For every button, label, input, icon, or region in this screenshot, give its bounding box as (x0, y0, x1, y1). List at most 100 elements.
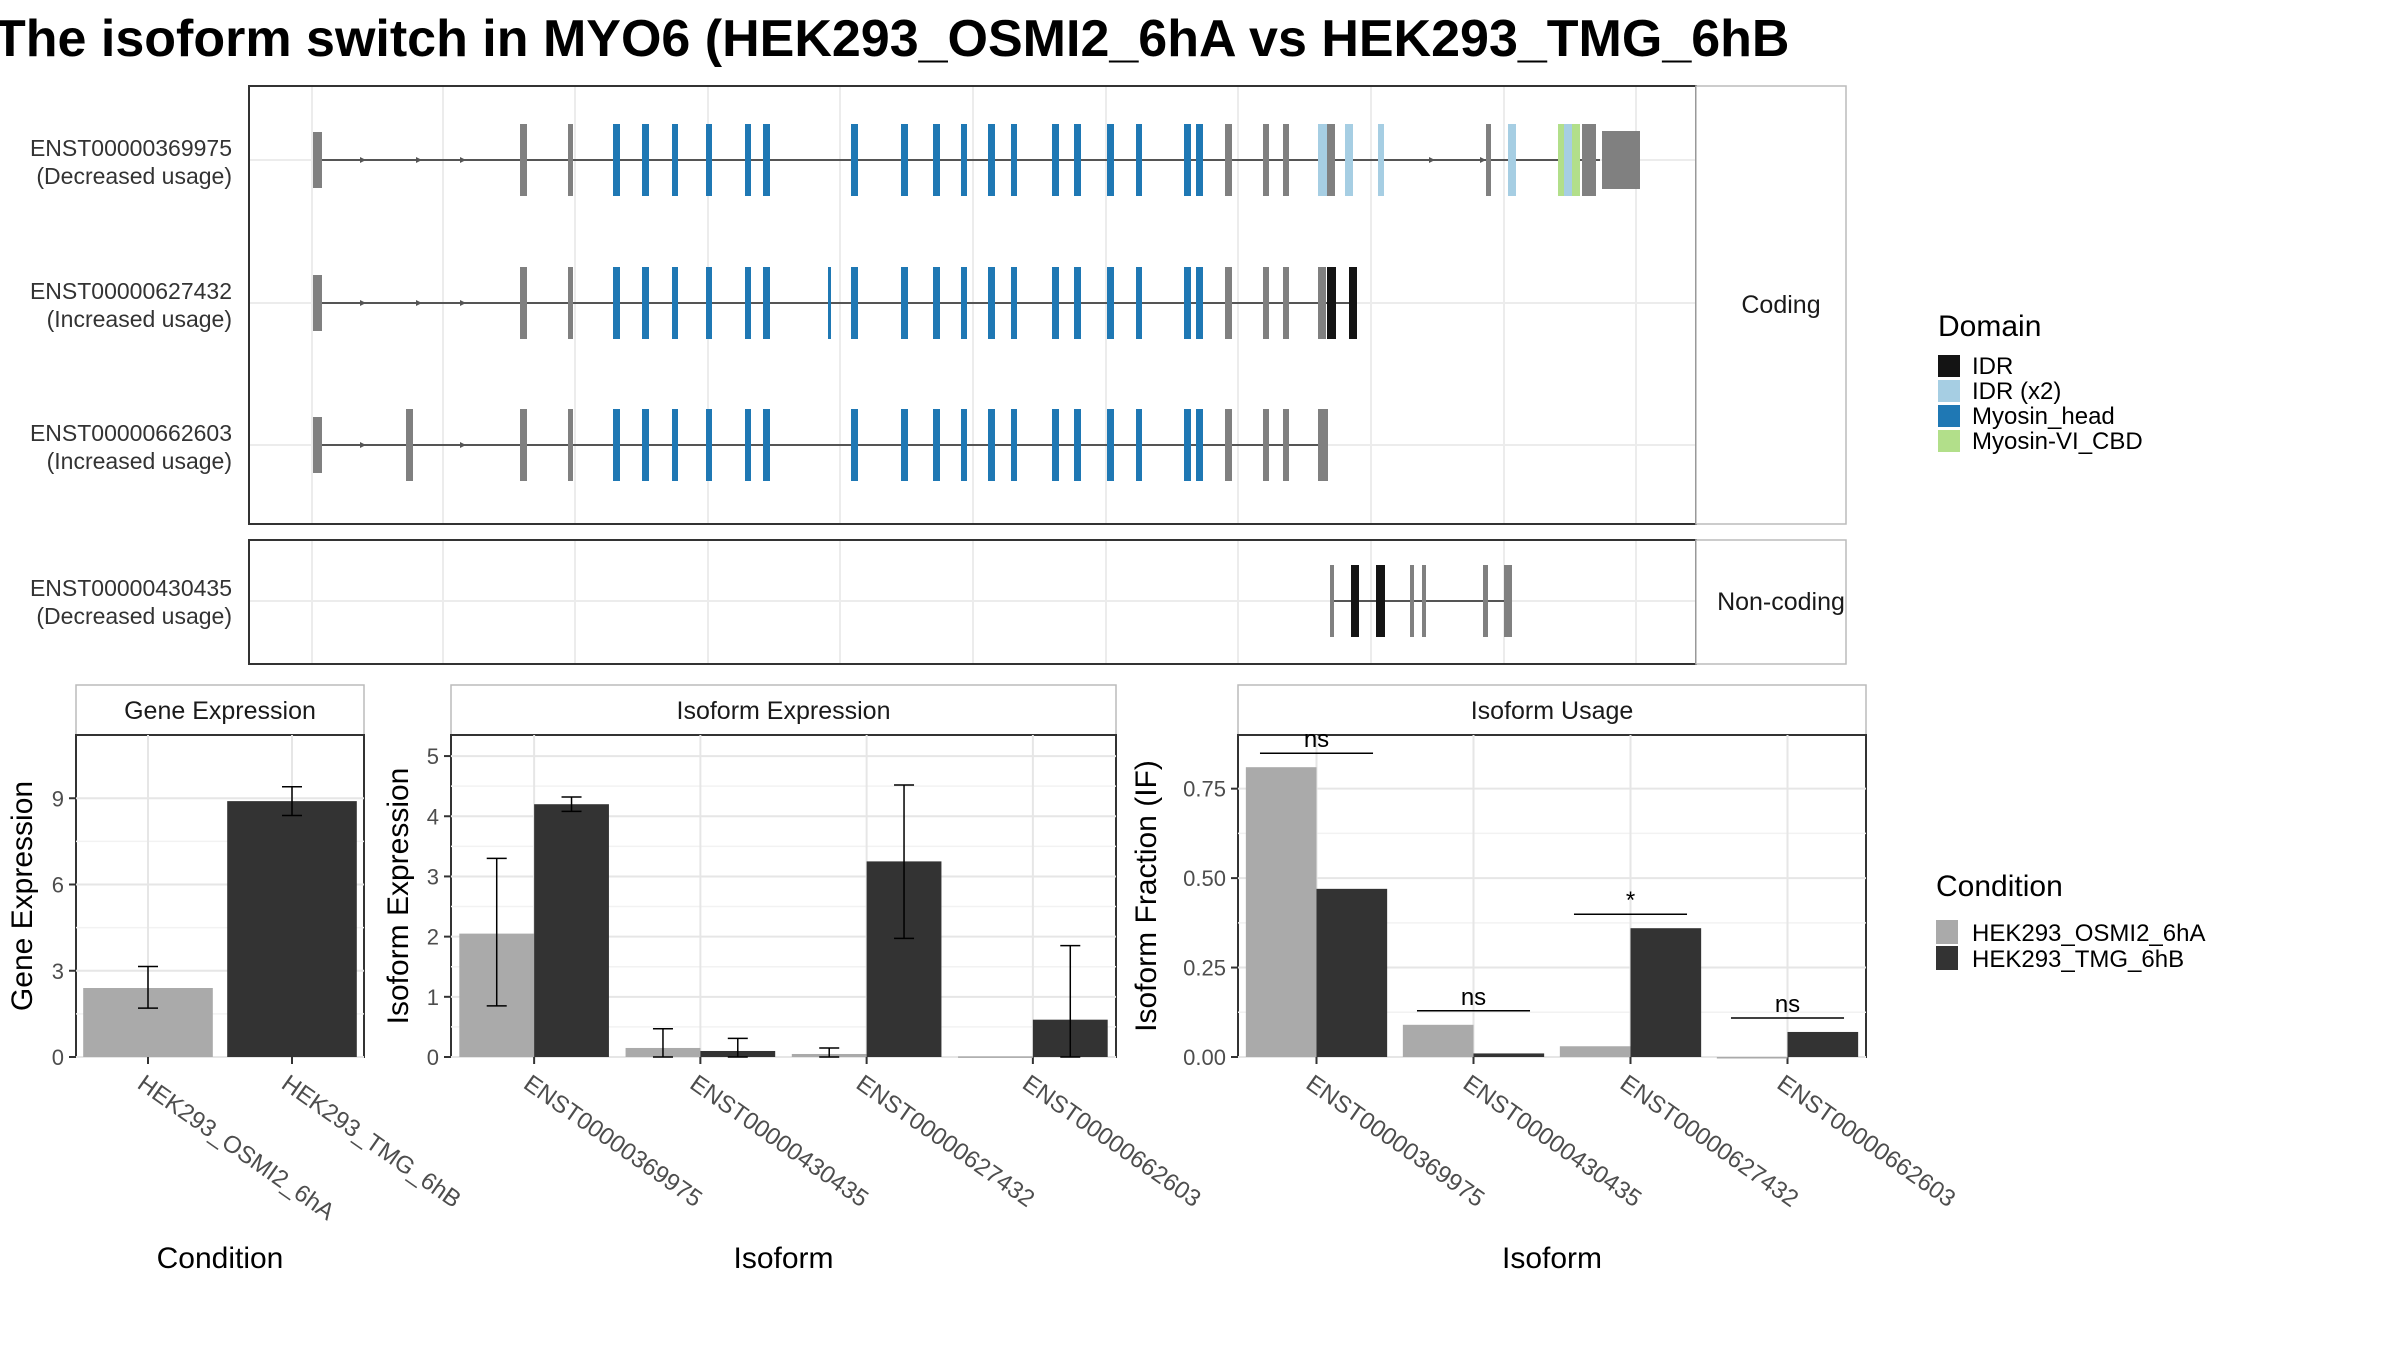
domain-exon (745, 267, 751, 339)
bar (1559, 1046, 1631, 1057)
bar (1630, 928, 1702, 1057)
domain-exon (706, 267, 712, 339)
domain-exon (706, 124, 712, 196)
domain-exon (1074, 409, 1081, 481)
domain-exon (1378, 124, 1384, 196)
bar (958, 1056, 1033, 1058)
coding-strip-label: Coding (1741, 291, 1820, 319)
domain-exon (961, 267, 967, 339)
legend-label: IDR (x2) (1972, 378, 2061, 405)
domain-exon (933, 124, 940, 196)
exon (1327, 124, 1335, 196)
x-tick-label: ENST00000430435 (685, 1070, 873, 1213)
domain-exon (1564, 124, 1572, 196)
condition-legend: Condition HEK293_OSMI2_6hA HEK293_TMG_6h… (1936, 870, 2205, 973)
bar (1316, 888, 1388, 1057)
strand-arrow (360, 300, 366, 306)
domain-exon (1572, 124, 1580, 196)
domain-exon (1052, 267, 1059, 339)
noncoding-strip (1695, 539, 1847, 665)
exon (1486, 124, 1491, 196)
significance-label: * (1626, 887, 1635, 914)
exon (520, 267, 527, 339)
domain-exon (1196, 124, 1203, 196)
exon (1283, 267, 1289, 339)
y-axis-title: Gene Expression (6, 781, 39, 1011)
y-tick-label: 5 (427, 744, 439, 769)
strand-arrow (1480, 157, 1486, 163)
domain-exon (1351, 565, 1359, 637)
domain-exon (763, 124, 770, 196)
bar (1245, 767, 1317, 1057)
domain-exon (672, 409, 678, 481)
exon (1263, 267, 1269, 339)
bar (1402, 1024, 1474, 1057)
significance-label: ns (1775, 991, 1800, 1018)
domain-exon (642, 124, 649, 196)
domain-exon (1107, 124, 1114, 196)
transcript-label-id: ENST00000627432 (30, 278, 232, 304)
exon (1504, 565, 1512, 637)
domain-exon (1184, 267, 1191, 339)
y-tick-label: 0.75 (1183, 777, 1226, 802)
legend-label: Myosin_head (1972, 403, 2115, 430)
x-axis-title: Isoform (733, 1242, 833, 1275)
y-tick-label: 0.50 (1183, 866, 1226, 891)
exon (1318, 409, 1328, 481)
coding-strip (1695, 85, 1847, 525)
x-axis-title: Isoform (1502, 1242, 1602, 1275)
domain-exon (1349, 267, 1357, 339)
legend-swatch-condition-a (1936, 920, 1958, 944)
domain-exon (1196, 409, 1203, 481)
domain-exon (1107, 409, 1114, 481)
domain-exon (672, 267, 678, 339)
domain-exon (613, 409, 620, 481)
exon (1225, 409, 1232, 481)
domain-exon (613, 267, 620, 339)
domain-exon (745, 124, 751, 196)
domain-exon (851, 267, 858, 339)
transcript-labels: ENST00000369975 (Decreased usage) ENST00… (30, 135, 232, 629)
exon (1588, 124, 1596, 196)
y-tick-label: 2 (427, 925, 439, 950)
domain-exon (961, 124, 967, 196)
domain-exon (763, 267, 770, 339)
panel-strip (1237, 684, 1867, 736)
bar (1716, 1057, 1788, 1059)
y-tick-label: 6 (52, 873, 64, 898)
domain-exon (901, 124, 908, 196)
strand-arrow (1429, 157, 1435, 163)
exon (1283, 124, 1289, 196)
transcript-label-id: ENST00000430435 (30, 575, 232, 601)
y-tick-label: 9 (52, 786, 64, 811)
exon (1225, 124, 1232, 196)
exon (1582, 124, 1590, 196)
x-tick-label: ENST00000627432 (851, 1070, 1039, 1213)
legend-swatch-idr-x2 (1938, 380, 1960, 402)
legend-swatch-myosin-vi-cbd (1938, 430, 1960, 452)
exon (1483, 565, 1488, 637)
domain-legend: Domain IDR IDR (x2) Myosin_head Myosin-V… (1938, 310, 2143, 455)
domain-exon (1184, 409, 1191, 481)
legend-swatch-condition-b (1936, 946, 1958, 970)
legend-label: HEK293_OSMI2_6hA (1972, 920, 2205, 947)
exon (1330, 565, 1334, 637)
exon (568, 124, 573, 196)
domain-exon (745, 409, 751, 481)
domain-exon (1196, 267, 1203, 339)
y-tick-label: 1 (427, 985, 439, 1010)
transcript-plot: Coding Non-coding ENST00000369975 (Decre… (30, 85, 1847, 665)
y-tick-label: 0.25 (1183, 956, 1226, 981)
utr-exon (313, 275, 322, 331)
transcript-label-status: (Decreased usage) (36, 163, 232, 189)
domain-exon (988, 124, 995, 196)
domain-exon (613, 124, 620, 196)
panel-strip (450, 684, 1117, 736)
y-axis-title: Isoform Fraction (IF) (1130, 760, 1163, 1032)
strand-arrow (460, 157, 466, 163)
exon (1283, 409, 1289, 481)
domain-exon (1052, 409, 1059, 481)
error-bar (819, 1047, 840, 1058)
transcript-track (313, 409, 1328, 481)
